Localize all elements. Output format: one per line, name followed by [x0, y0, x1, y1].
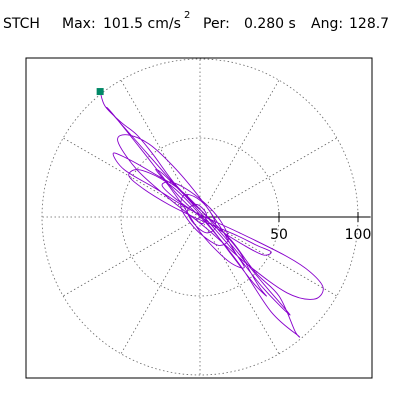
max-label: Max:: [62, 16, 96, 32]
max-value: 101.5 cm/s: [103, 16, 181, 32]
radial-tick-label-100: 100: [345, 227, 372, 243]
chart-header: STCH Max: 101.5 cm/s 2 Per: 0.280 s Ang:…: [0, 10, 400, 40]
period-label: Per:: [203, 16, 230, 32]
grid-spoke-300: [199, 216, 280, 355]
radial-tick-label-50: 50: [270, 227, 288, 243]
grid-spoke-210: [62, 216, 201, 297]
angle-value: 128.7: [349, 16, 390, 32]
angle-label: Ang:: [311, 16, 344, 32]
station-code: STCH: [3, 16, 40, 32]
period-value: 0.280 s: [244, 16, 296, 32]
max-unit-exponent: 2: [184, 10, 191, 21]
peak-marker: [96, 88, 104, 96]
trace-path: [99, 91, 324, 338]
motion-trace: [99, 91, 324, 338]
radial-axis: 50 100: [200, 212, 371, 243]
markers: [96, 88, 104, 96]
plot-frame: [25, 57, 373, 379]
grid-spoke-30: [199, 137, 338, 218]
